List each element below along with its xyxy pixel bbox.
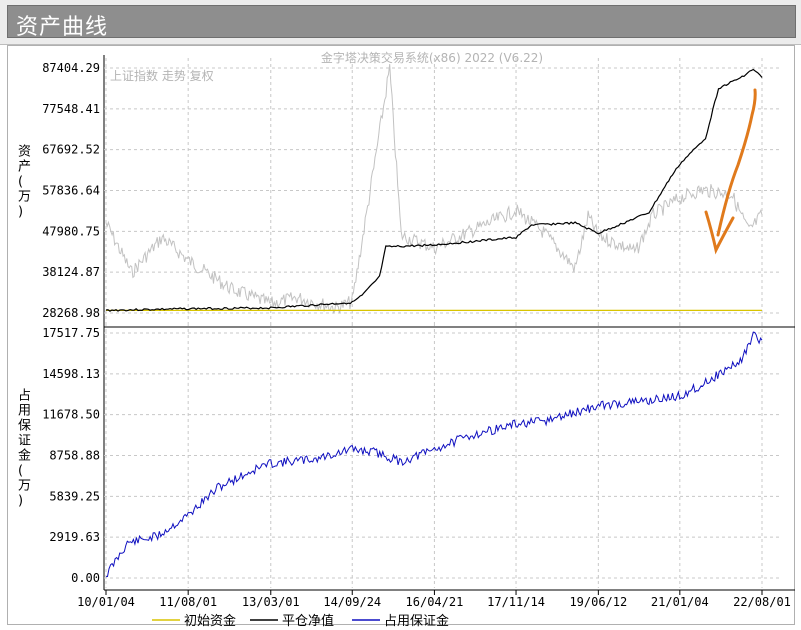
x-tick-label: 13/03/01 [242,595,300,609]
lower-y-tick-label: 17517.75 [42,326,100,340]
title-bar: 资产曲线 [0,0,801,45]
upper-y-tick-label: 28268.98 [42,306,100,320]
upper-y-tick-label: 38124.87 [42,265,100,279]
lower-y-tick-label: 5839.25 [49,489,100,503]
x-tick-label: 19/06/12 [569,595,627,609]
window-title: 资产曲线 [16,15,109,40]
upper-y-tick-label: 87404.29 [42,61,100,75]
equity-line [105,68,763,312]
lower-y-tick-label: 14598.13 [42,367,100,381]
hand-drawn-annotation [704,88,757,255]
x-tick-label: 14/09/24 [323,595,381,609]
x-tick-label: 21/01/04 [651,595,709,609]
upper-y-tick-label: 67692.52 [42,143,100,157]
lower-y-tick-label: 2919.63 [49,530,100,544]
lower-y-axis-label: 占用保证金(万) [18,389,31,509]
legend-label-1: 初始资金 [184,613,236,629]
upper-y-tick-label: 47980.75 [42,224,100,238]
index-series-label: 上证指数 走势 复权 [110,68,214,83]
upper-y-tick-label: 77548.41 [42,102,100,116]
legend-label-3: 占用保证金 [384,613,449,629]
upper-y-axis-label: 资产(万) [18,145,31,220]
x-tick-label: 22/08/01 [733,595,791,609]
lower-y-tick-label: 0.00 [71,571,100,585]
lower-y-tick-label: 8758.88 [49,449,100,463]
x-tick-label: 10/01/04 [77,595,135,609]
upper-y-tick-label: 57836.64 [42,184,100,198]
x-tick-label: 17/11/14 [487,595,545,609]
legend-label-2: 平仓净值 [282,613,334,629]
chart-frame [7,45,795,625]
title-panel: 资产曲线 [7,5,796,40]
watermark: 金字塔决策交易系统(x86) 2022 (V6.22) [321,50,543,65]
lower-y-tick-label: 11678.50 [42,408,100,422]
margin-line [105,331,763,578]
x-tick-label: 16/04/21 [406,595,464,609]
x-tick-label: 11/08/01 [159,595,217,609]
